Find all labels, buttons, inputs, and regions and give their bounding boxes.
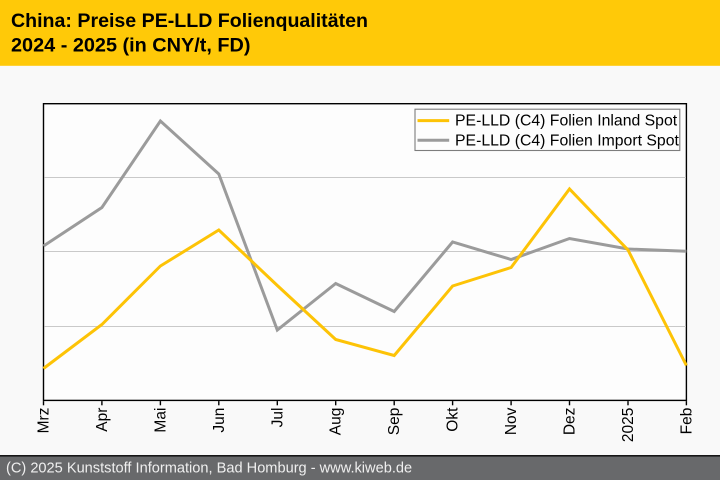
svg-text:Jun: Jun xyxy=(211,408,228,433)
svg-text:PE-LLD (C4) Folien Inland Spot: PE-LLD (C4) Folien Inland Spot xyxy=(455,113,678,130)
svg-text:Dez: Dez xyxy=(562,408,579,436)
svg-text:Nov: Nov xyxy=(503,407,520,435)
svg-text:2024 - 2025 (in CNY/t, FD): 2024 - 2025 (in CNY/t, FD) xyxy=(11,35,250,57)
svg-text:China: Preise PE-LLD Folienqua: China: Preise PE-LLD Folienqualitäten xyxy=(11,10,368,32)
svg-text:Sep: Sep xyxy=(386,408,403,436)
svg-text:PE-LLD (C4) Folien Import Spot: PE-LLD (C4) Folien Import Spot xyxy=(455,133,679,150)
svg-text:Feb: Feb xyxy=(678,408,695,435)
svg-text:Aug: Aug xyxy=(328,408,345,436)
svg-text:2025: 2025 xyxy=(620,408,637,442)
svg-text:Apr: Apr xyxy=(94,408,111,432)
svg-text:Mai: Mai xyxy=(152,408,169,433)
svg-text:(C) 2025 Kunststoff Informatio: (C) 2025 Kunststoff Information, Bad Hom… xyxy=(6,461,412,477)
svg-text:Jul: Jul xyxy=(269,408,286,428)
svg-text:Mrz: Mrz xyxy=(36,408,53,434)
svg-text:Okt: Okt xyxy=(445,407,462,432)
